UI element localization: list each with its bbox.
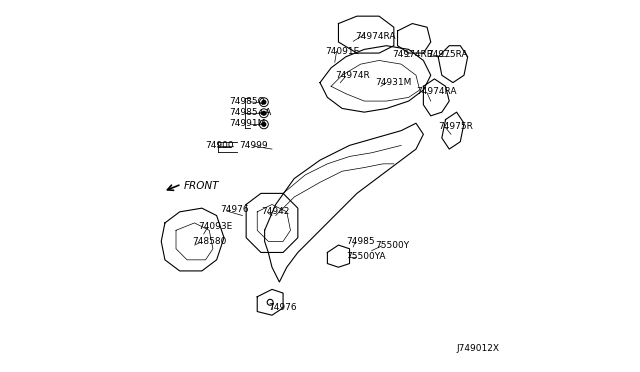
Text: FRONT: FRONT (184, 181, 219, 191)
Text: 74974RB: 74974RB (392, 51, 433, 60)
Text: 74931M: 74931M (376, 78, 412, 87)
Text: 74093E: 74093E (198, 222, 232, 231)
Text: 74985Q: 74985Q (230, 97, 265, 106)
Circle shape (262, 100, 266, 104)
Text: 74991M: 74991M (230, 119, 266, 128)
Text: 748580: 748580 (193, 237, 227, 246)
Text: 74975RA: 74975RA (427, 51, 468, 60)
Text: 74999: 74999 (239, 141, 268, 150)
Text: 74974R: 74974R (335, 71, 369, 80)
Text: J749012X: J749012X (456, 344, 500, 353)
Text: 75500YA: 75500YA (346, 251, 385, 261)
Text: 74976: 74976 (268, 303, 297, 312)
Text: 74976: 74976 (220, 205, 249, 215)
Text: 74975R: 74975R (438, 122, 473, 131)
Text: 74091E: 74091E (326, 47, 360, 56)
Circle shape (262, 122, 266, 126)
Text: 74985+A: 74985+A (230, 108, 272, 117)
Text: 74985: 74985 (346, 237, 374, 246)
Circle shape (262, 112, 266, 115)
Text: 74900: 74900 (205, 141, 234, 150)
Text: 74942: 74942 (261, 207, 289, 217)
Text: 74974RA: 74974RA (355, 32, 396, 41)
Text: 74974RA: 74974RA (416, 87, 456, 96)
Text: 75500Y: 75500Y (376, 241, 410, 250)
